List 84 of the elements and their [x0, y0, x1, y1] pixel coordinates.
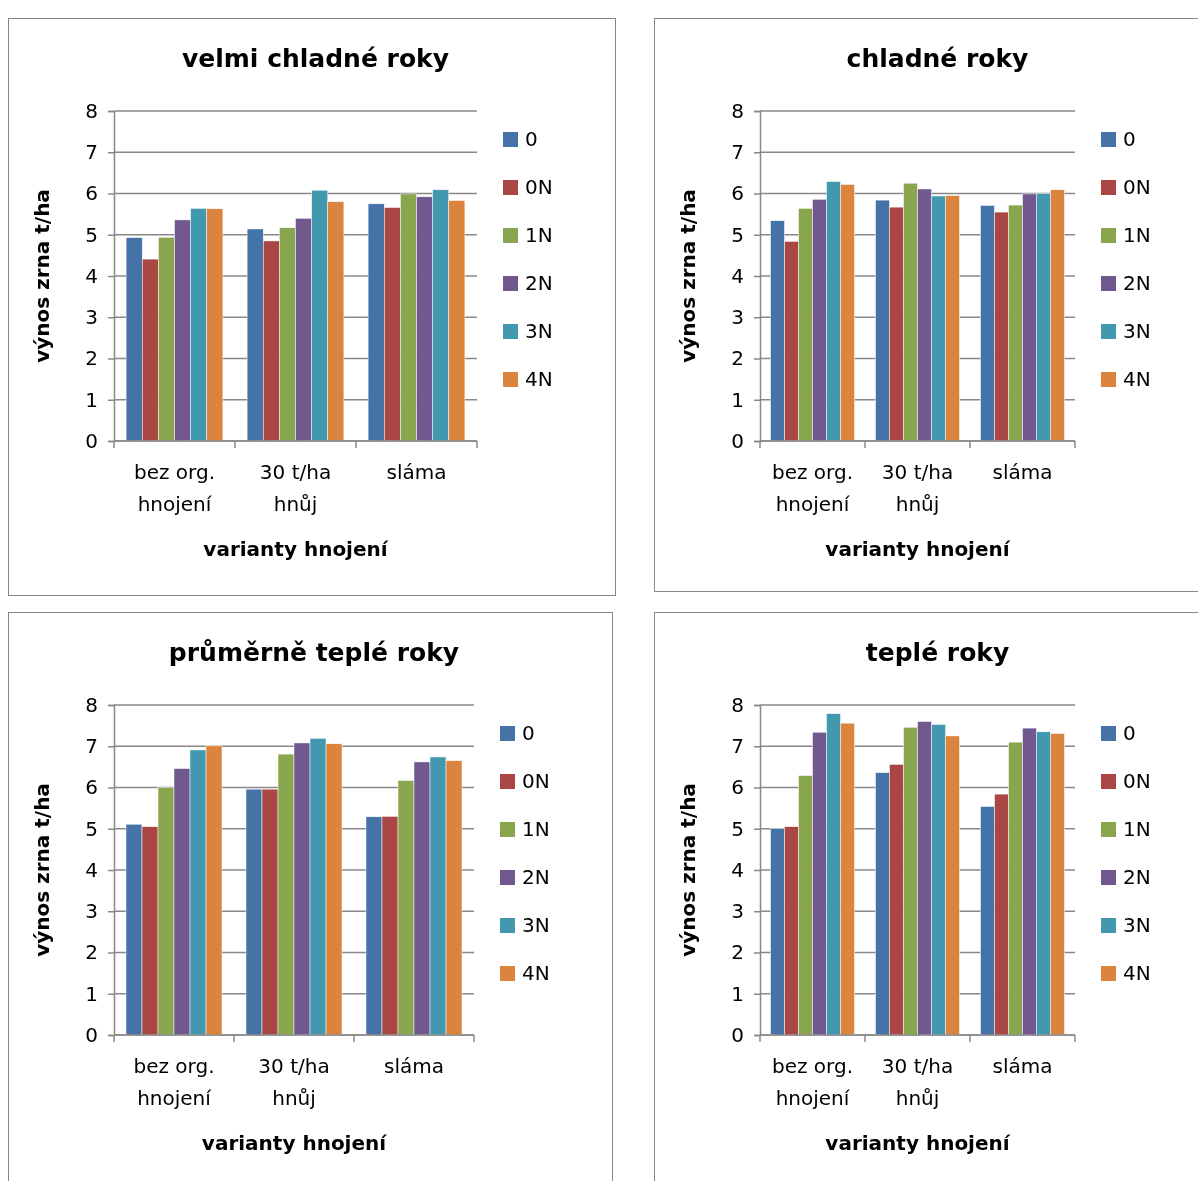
legend-label: 2N	[522, 865, 550, 889]
x-tick-label: sláma	[386, 460, 447, 484]
y-tick-label: 0	[85, 1022, 98, 1047]
legend-label: 4N	[1123, 367, 1151, 391]
legend-label: 3N	[525, 319, 553, 343]
y-tick-label: 4	[731, 263, 744, 288]
y-axis-title: výnos zrna t/ha	[676, 783, 700, 957]
y-tick-label: 6	[85, 181, 98, 206]
y-tick-label: 1	[85, 387, 98, 412]
y-tick-label: 2	[85, 940, 98, 965]
y-tick-label: 3	[731, 305, 744, 330]
y-tick-label: 6	[731, 181, 744, 206]
y-tick-label: 3	[85, 899, 98, 924]
y-tick-label: 5	[85, 816, 98, 841]
x-tick-label: bez org. hnojení	[133, 1054, 215, 1110]
x-tick-label: 30 t/ha hnůj	[881, 460, 954, 516]
y-tick-label: 3	[85, 305, 98, 330]
chart-title: teplé roky	[865, 638, 1010, 667]
legend-label: 4N	[522, 961, 550, 985]
x-tick-label: 30 t/ha hnůj	[881, 1054, 954, 1110]
x-axis-title: varianty hnojení	[201, 1131, 388, 1155]
y-tick-label: 0	[85, 428, 98, 453]
x-tick-label: sláma	[384, 1054, 444, 1078]
y-tick-label: 7	[731, 734, 744, 759]
y-tick-label: 4	[731, 857, 744, 882]
y-tick-label: 0	[731, 428, 744, 453]
y-tick-label: 2	[85, 346, 98, 371]
y-tick-label: 6	[85, 775, 98, 800]
x-tick-label: sláma	[992, 460, 1053, 484]
x-axis-title: varianty hnojení	[825, 537, 1011, 561]
chart-title: průměrně teplé roky	[168, 638, 460, 667]
legend-label: 3N	[1123, 319, 1151, 343]
legend-label: 4N	[1123, 961, 1151, 985]
y-tick-label: 1	[731, 981, 744, 1006]
y-axis-title: výnos zrna t/ha	[676, 189, 700, 363]
x-tick-label: bez org. hnojení	[133, 460, 216, 516]
y-tick-label: 2	[731, 346, 744, 371]
y-tick-label: 6	[731, 775, 744, 800]
y-tick-label: 7	[85, 734, 98, 759]
y-tick-label: 8	[85, 692, 98, 717]
legend-label: 0N	[1123, 175, 1151, 199]
y-tick-label: 1	[85, 981, 98, 1006]
legend-label: 2N	[1123, 271, 1151, 295]
legend-label: 2N	[1123, 865, 1151, 889]
y-tick-label: 5	[731, 816, 744, 841]
legend-label: 1N	[522, 817, 550, 841]
x-axis-title: varianty hnojení	[203, 537, 389, 561]
y-axis-title: výnos zrna t/ha	[30, 783, 54, 957]
y-tick-label: 7	[85, 140, 98, 165]
legend-label: 0N	[1123, 769, 1151, 793]
y-tick-label: 3	[731, 899, 744, 924]
legend-label: 0	[522, 721, 535, 745]
chart-title: chladné roky	[846, 44, 1029, 73]
legend-label: 1N	[1123, 223, 1151, 247]
y-tick-label: 8	[85, 98, 98, 123]
y-tick-label: 4	[85, 263, 98, 288]
y-tick-label: 0	[731, 1022, 744, 1047]
y-tick-label: 8	[731, 98, 744, 123]
legend-label: 1N	[525, 223, 553, 247]
y-tick-label: 8	[731, 692, 744, 717]
y-tick-label: 2	[731, 940, 744, 965]
y-tick-label: 5	[85, 222, 98, 247]
legend-label: 0	[1123, 721, 1136, 745]
legend-label: 0N	[522, 769, 550, 793]
legend-label: 0N	[525, 175, 553, 199]
x-tick-label: sláma	[992, 1054, 1053, 1078]
legend-label: 0	[525, 127, 538, 151]
legend-label: 1N	[1123, 817, 1151, 841]
legend-label: 4N	[525, 367, 553, 391]
y-tick-label: 1	[731, 387, 744, 412]
x-tick-label: 30 t/ha hnůj	[259, 460, 332, 516]
y-tick-label: 4	[85, 857, 98, 882]
x-axis-title: varianty hnojení	[825, 1131, 1011, 1155]
legend-label: 3N	[522, 913, 550, 937]
chart-title: velmi chladné roky	[182, 44, 449, 73]
x-tick-label: bez org. hnojení	[771, 460, 854, 516]
legend-label: 2N	[525, 271, 553, 295]
x-tick-label: 30 t/ha hnůj	[258, 1054, 330, 1110]
legend-label: 3N	[1123, 913, 1151, 937]
y-tick-label: 7	[731, 140, 744, 165]
y-axis-title: výnos zrna t/ha	[30, 189, 54, 363]
x-tick-label: bez org. hnojení	[771, 1054, 854, 1110]
legend-label: 0	[1123, 127, 1136, 151]
y-tick-label: 5	[731, 222, 744, 247]
